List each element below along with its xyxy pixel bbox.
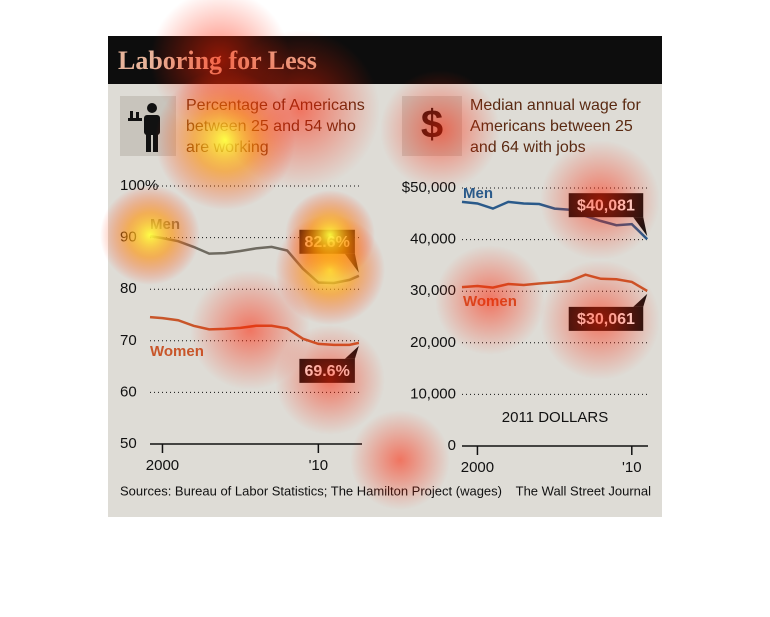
y-tick-label: 10,000 (410, 385, 456, 402)
x-tick-label: 2000 (146, 457, 179, 474)
subtitle: Americans between 25 (470, 118, 633, 135)
y-tick-label: 0 (448, 437, 456, 454)
sources: Sources: Bureau of Labor Statistics; The… (120, 483, 502, 498)
y-tick-label: 60 (120, 383, 137, 400)
subtitle: are working (186, 139, 269, 156)
title: Laboring for Less (118, 46, 317, 75)
subtitle: and 64 with jobs (470, 139, 586, 156)
x-tick-label: 2000 (461, 459, 494, 476)
y-tick-label: 20,000 (410, 334, 456, 351)
y-tick-label: 90 (120, 229, 137, 246)
y-tick-label: 80 (120, 280, 137, 297)
y-tick-label: $50,000 (402, 179, 456, 196)
series-name: Women (463, 293, 517, 310)
x-tick-label: '10 (309, 457, 329, 474)
y-tick-label: 50 (120, 435, 137, 452)
subtitle: Median annual wage for (470, 97, 641, 114)
y-tick-label: 30,000 (410, 282, 456, 299)
series-name: Men (463, 185, 493, 202)
dollar-icon: $ (421, 103, 443, 147)
value-label: $40,081 (577, 197, 635, 214)
x-tick-label: '10 (622, 459, 642, 476)
y-tick-label: 100% (120, 177, 158, 194)
value-label: $30,061 (577, 311, 635, 328)
subtitle: between 25 and 54 who (186, 118, 356, 135)
series-name: Men (150, 216, 180, 233)
value-label: 82.6% (304, 234, 349, 251)
credit: The Wall Street Journal (516, 483, 651, 498)
value-label: 69.6% (304, 363, 349, 380)
subtitle: Percentage of Americans (186, 97, 365, 114)
annotation: 2011 DOLLARS (502, 409, 608, 426)
y-tick-label: 70 (120, 332, 137, 349)
series-name: Women (150, 343, 204, 360)
y-tick-label: 40,000 (410, 231, 456, 248)
